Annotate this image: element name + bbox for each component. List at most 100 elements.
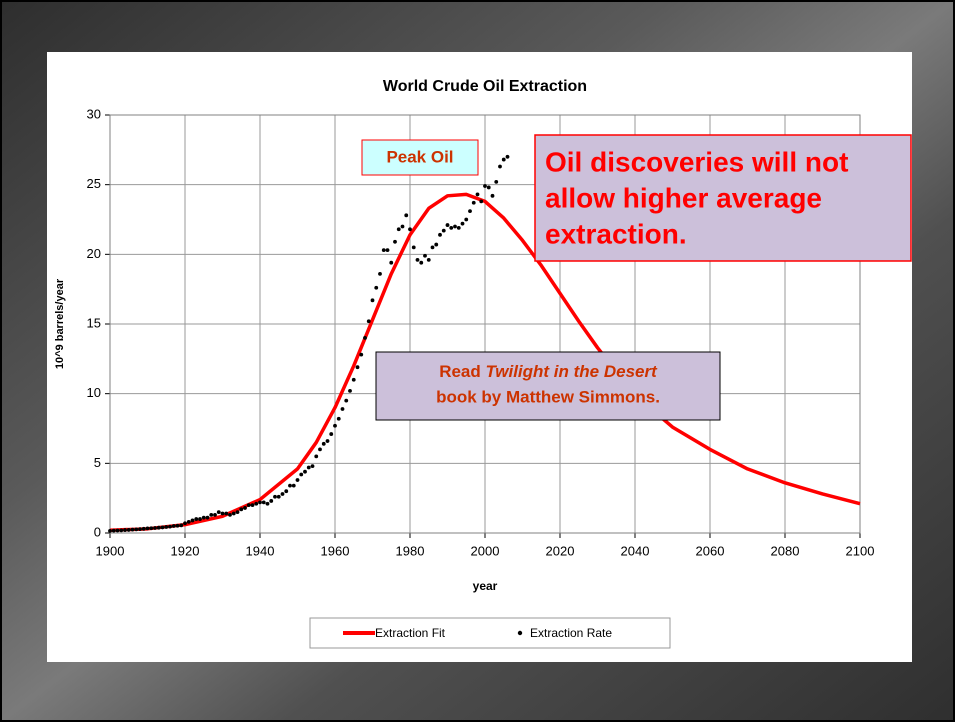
data-point	[201, 515, 206, 520]
data-point	[404, 213, 409, 218]
annotation-discoveries: extraction.	[545, 218, 687, 249]
data-point	[254, 501, 259, 506]
data-point	[385, 248, 390, 253]
data-point	[318, 447, 322, 452]
data-point	[351, 377, 356, 382]
data-point	[471, 200, 476, 205]
data-point	[475, 192, 480, 197]
data-point	[130, 527, 135, 532]
y-tick-label: 0	[94, 524, 101, 539]
data-point	[168, 524, 172, 529]
data-point	[460, 221, 465, 226]
data-point	[494, 179, 499, 184]
data-point	[306, 465, 311, 470]
data-point	[239, 507, 244, 512]
y-axis-label: 10^9 barrels/year	[54, 278, 66, 369]
data-point	[498, 164, 502, 169]
data-point	[198, 517, 202, 521]
data-point	[160, 525, 165, 530]
data-point	[359, 352, 364, 357]
y-tick-label: 15	[87, 315, 101, 330]
data-point	[468, 209, 472, 214]
data-point	[325, 439, 330, 443]
data-point	[269, 499, 274, 503]
data-point	[156, 525, 161, 530]
data-point	[235, 510, 240, 514]
data-point	[490, 193, 495, 198]
data-point	[449, 225, 454, 230]
data-point	[370, 298, 375, 303]
data-point	[333, 423, 337, 428]
data-point	[464, 217, 469, 222]
data-point	[336, 416, 341, 421]
data-point	[108, 529, 112, 533]
data-point	[119, 528, 124, 533]
annotation-box	[375, 351, 721, 421]
data-point	[261, 500, 266, 505]
legend-swatch	[517, 630, 523, 636]
data-point	[190, 518, 195, 523]
data-point	[141, 526, 146, 531]
data-point	[366, 319, 371, 324]
data-point	[400, 224, 405, 229]
data-point	[175, 523, 180, 528]
data-point	[138, 527, 142, 531]
data-point	[411, 245, 416, 250]
data-point	[419, 260, 424, 265]
data-point	[355, 365, 360, 370]
x-tick-label: 2000	[471, 543, 500, 558]
data-point	[123, 528, 127, 532]
x-axis-label: year	[473, 579, 498, 593]
x-tick-label: 2020	[546, 543, 575, 558]
data-point	[111, 528, 116, 533]
x-tick-label: 2060	[696, 543, 725, 558]
data-point	[246, 503, 251, 508]
annotation-discoveries: Oil discoveries will not	[545, 146, 848, 177]
data-point	[505, 154, 510, 159]
data-point	[194, 517, 199, 521]
data-point	[145, 526, 150, 531]
y-tick-label: 30	[87, 106, 101, 121]
data-point	[205, 515, 210, 520]
data-point	[389, 260, 394, 265]
data-point	[438, 232, 442, 237]
data-point	[344, 398, 349, 403]
x-tick-label: 1940	[246, 543, 275, 558]
data-point	[314, 454, 319, 459]
data-point	[179, 523, 184, 528]
data-point	[393, 239, 397, 244]
data-point	[291, 483, 296, 488]
data-point	[209, 512, 214, 517]
data-point	[408, 227, 412, 232]
chart-title: World Crude Oil Extraction	[383, 78, 587, 95]
data-point	[153, 526, 157, 530]
fit-line	[109, 192, 861, 532]
data-point	[288, 483, 292, 488]
data-point	[363, 336, 367, 340]
data-point	[310, 464, 315, 469]
data-point	[126, 528, 131, 532]
data-point	[171, 524, 176, 528]
annotation-box	[534, 134, 912, 262]
annotation-book: Read Twilight in the Desert	[439, 362, 658, 381]
data-point	[186, 519, 191, 524]
data-point	[224, 511, 229, 516]
data-point	[501, 157, 506, 162]
data-point	[378, 271, 382, 276]
x-tick-label: 1960	[321, 543, 350, 558]
data-point	[243, 506, 247, 510]
data-point	[295, 478, 300, 482]
data-point	[329, 432, 334, 436]
data-point	[231, 511, 236, 516]
data-point	[456, 225, 461, 230]
data-point	[426, 258, 431, 262]
annotation-peak: Peak Oil	[386, 147, 453, 166]
data-point	[348, 388, 352, 393]
data-point	[149, 526, 154, 531]
annotation-book-part: Read	[439, 362, 485, 381]
data-point	[415, 258, 420, 262]
data-point	[250, 503, 255, 508]
data-point	[284, 489, 289, 494]
